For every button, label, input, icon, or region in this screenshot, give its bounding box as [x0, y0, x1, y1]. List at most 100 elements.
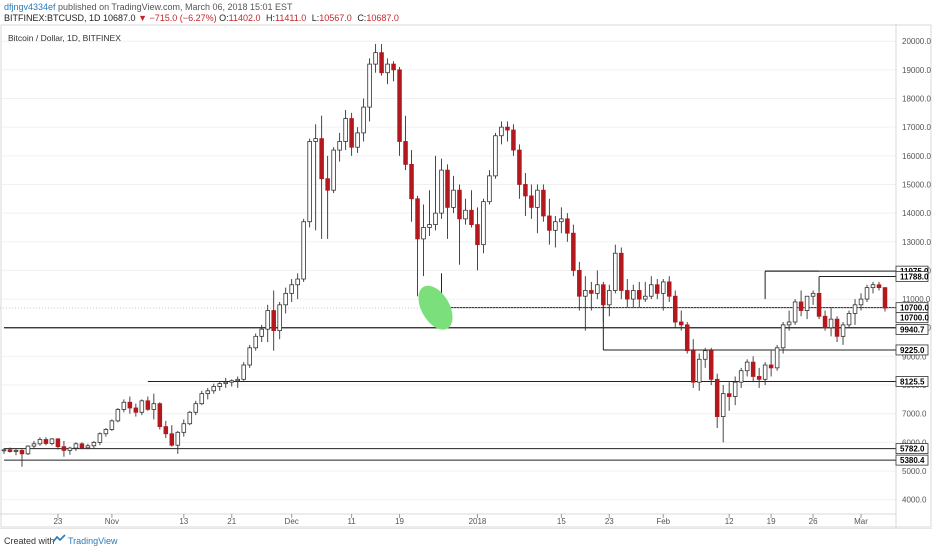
- candle-up: [810, 292, 816, 297]
- candle-up: [85, 445, 91, 449]
- level-price-box: [895, 271, 929, 282]
- candle-down: [403, 141, 408, 165]
- candle-up: [553, 221, 558, 231]
- candle-up: [792, 301, 798, 323]
- annotations: [418, 285, 453, 330]
- candle-down: [349, 118, 354, 148]
- candle-down: [672, 295, 678, 323]
- candle-up: [439, 169, 444, 214]
- candle-up: [744, 361, 750, 372]
- candle-up: [25, 445, 31, 455]
- candle-down: [19, 449, 25, 455]
- candle-down: [601, 284, 606, 306]
- candle-down: [577, 270, 582, 297]
- candle-down: [127, 401, 133, 409]
- x-tick-label: 23: [53, 517, 62, 526]
- candle-down: [397, 69, 402, 142]
- x-tick-label: Nov: [105, 517, 119, 526]
- candle-up: [295, 278, 300, 286]
- candle-up: [67, 447, 73, 451]
- candle-down: [529, 195, 534, 208]
- candle-up: [696, 358, 702, 383]
- candle-up: [535, 189, 540, 208]
- candle-up: [13, 449, 19, 452]
- y-tick-label: 9000.0: [902, 352, 927, 361]
- candle-down: [511, 129, 516, 151]
- candle-down: [391, 63, 396, 71]
- candle-down: [55, 438, 61, 448]
- candle-up: [864, 287, 870, 300]
- candle-up: [870, 284, 876, 289]
- change-value: −715.0 (−6.27%): [149, 13, 217, 23]
- candle-down: [619, 252, 624, 291]
- time-axis[interactable]: 23 Nov 13 21 Dec 11 19 2018 15 23 Feb 12 19 26 Mar: [53, 514, 868, 526]
- x-tick-label: 2018: [469, 517, 487, 526]
- footer: Created with TradingView: [0, 528, 932, 551]
- y-tick-label: 13000.0: [902, 238, 931, 247]
- candle-down: [319, 138, 324, 180]
- y-tick-label: 5000.0: [902, 467, 927, 476]
- candle-up: [385, 63, 390, 74]
- candle-up: [139, 400, 145, 413]
- candle-up: [643, 295, 648, 300]
- candle-up: [649, 284, 654, 297]
- candle-down: [547, 215, 552, 231]
- candle-down: [61, 446, 67, 451]
- candle-down: [271, 310, 276, 332]
- candle-up: [702, 350, 708, 360]
- y-tick-label: 6000.0: [902, 438, 927, 447]
- candle-down: [157, 403, 163, 428]
- candle-up: [187, 411, 193, 425]
- candle-up: [91, 441, 97, 447]
- candle-up: [493, 135, 498, 177]
- open-value: 11402.0: [228, 13, 261, 23]
- candle-up: [774, 347, 780, 369]
- candle-up: [613, 252, 618, 291]
- level-price-label: 11788.0: [900, 273, 929, 282]
- candle-up: [277, 304, 282, 332]
- candles: [1, 44, 888, 467]
- close-value: 10687.0: [366, 13, 399, 23]
- candle-up: [1, 449, 7, 452]
- level-price-label: 5380.4: [900, 456, 925, 465]
- candle-down: [822, 315, 828, 329]
- level-price-box: [895, 443, 929, 455]
- candle-up: [247, 347, 252, 366]
- close-label: C:: [357, 13, 367, 23]
- candle-up: [259, 328, 264, 337]
- candle-up: [235, 378, 240, 382]
- tradingview-logo-icon: [52, 534, 66, 543]
- candle-up: [804, 295, 810, 311]
- price-chart[interactable]: 4000.05000.06000.07000.08000.09000.01000…: [0, 24, 932, 528]
- candle-up: [840, 324, 846, 337]
- candle-up: [331, 149, 336, 191]
- candle-up: [846, 313, 852, 326]
- x-tick-label: 19: [395, 517, 404, 526]
- candle-up: [103, 429, 109, 435]
- candle-down: [79, 443, 85, 449]
- x-tick-label: 11: [347, 517, 356, 526]
- candle-up: [487, 175, 492, 203]
- candle-up: [433, 212, 438, 225]
- x-tick-label: 19: [767, 517, 776, 526]
- candle-up: [283, 292, 288, 306]
- y-tick-label: 20000.0: [902, 37, 931, 46]
- candle-up: [559, 218, 564, 223]
- candle-up: [205, 390, 211, 395]
- candle-down: [43, 439, 49, 444]
- candle-up: [37, 439, 43, 445]
- level-price-label: 9940.7: [900, 325, 925, 334]
- ohlc-bar: BITFINEX:BTCUSD, 1D 10687.0 ▼ −715.0 (−6…: [4, 13, 402, 23]
- candle-down: [163, 426, 169, 435]
- high-value: 11411.0: [275, 13, 307, 23]
- candle-down: [133, 407, 139, 413]
- candle-up: [720, 393, 726, 417]
- level-price-label: 10700.0: [900, 314, 929, 323]
- tradingview-link[interactable]: TradingView: [68, 536, 118, 546]
- y-tick-label: 11000.0: [902, 295, 931, 304]
- candle-up: [852, 304, 858, 314]
- author-link[interactable]: dfjngv4334ef: [4, 2, 56, 12]
- candle-down: [714, 378, 720, 417]
- price-axis[interactable]: 4000.05000.06000.07000.08000.09000.01000…: [895, 37, 931, 505]
- candle-up: [175, 431, 181, 446]
